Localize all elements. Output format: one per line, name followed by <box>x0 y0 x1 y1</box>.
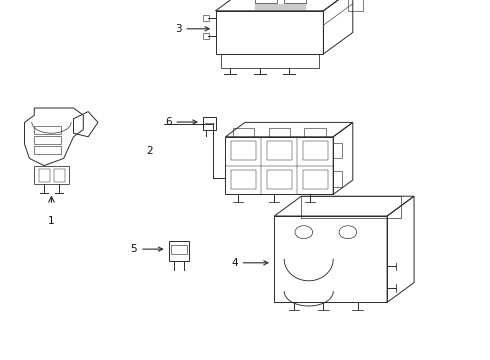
Bar <box>203 15 209 21</box>
Bar <box>39 169 50 182</box>
Bar <box>203 117 216 130</box>
Bar <box>220 54 318 68</box>
Bar <box>34 136 61 144</box>
Bar <box>231 141 256 160</box>
Bar <box>267 170 292 189</box>
Bar <box>333 171 342 187</box>
Bar <box>301 196 401 218</box>
Bar <box>255 0 277 3</box>
Bar <box>284 0 306 3</box>
Bar <box>269 128 290 137</box>
Bar <box>304 128 326 137</box>
Bar <box>54 169 65 182</box>
Bar <box>233 128 254 137</box>
Text: 5: 5 <box>130 244 163 254</box>
Bar <box>333 143 342 158</box>
Bar <box>348 0 363 11</box>
Bar <box>231 170 256 189</box>
Text: 3: 3 <box>174 24 209 34</box>
Bar <box>303 170 328 189</box>
Text: 4: 4 <box>231 258 268 268</box>
Bar <box>169 241 189 261</box>
Bar <box>34 126 61 134</box>
Bar <box>203 33 209 39</box>
Text: 2: 2 <box>146 146 153 156</box>
Bar <box>34 166 69 184</box>
Bar <box>267 141 292 160</box>
Bar <box>171 245 187 254</box>
Bar <box>34 146 61 154</box>
Text: 1: 1 <box>48 216 55 226</box>
Text: 6: 6 <box>165 117 197 127</box>
Bar <box>303 141 328 160</box>
